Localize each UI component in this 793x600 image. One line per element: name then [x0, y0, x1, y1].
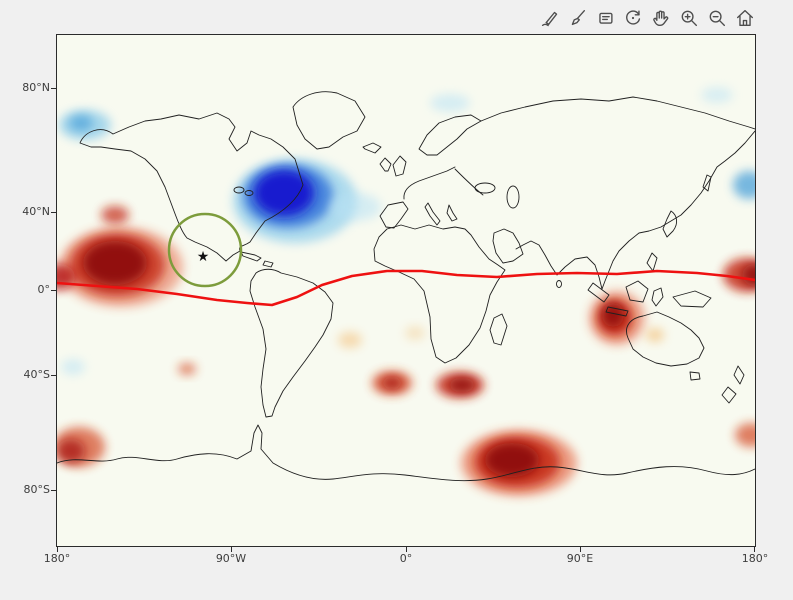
x-tick-mark	[231, 547, 232, 552]
map-plot-area[interactable]: ★	[56, 34, 756, 547]
brush-button[interactable]	[565, 6, 589, 30]
export-button[interactable]	[537, 6, 561, 30]
axes-toolbar	[537, 6, 757, 30]
zoom-out-button[interactable]	[705, 6, 729, 30]
y-tick-label: 40°S	[23, 368, 50, 381]
y-tick-mark	[51, 212, 56, 213]
rotate-3d-icon	[626, 10, 641, 25]
pan-button[interactable]	[649, 6, 673, 30]
x-tick-mark	[580, 547, 581, 552]
export-icon	[541, 11, 558, 27]
y-tick-mark	[51, 88, 56, 89]
equator-red-line	[57, 269, 755, 307]
rotate-3d-button[interactable]	[621, 6, 645, 30]
zoom-in-button[interactable]	[677, 6, 701, 30]
world-map: ★	[57, 87, 755, 496]
x-tick-mark	[754, 547, 755, 552]
x-tick-label: 0°	[399, 552, 413, 565]
brush-icon	[571, 9, 586, 26]
x-tick-label: 180°	[43, 552, 71, 565]
zoom-in-icon	[681, 10, 698, 27]
coastlines	[57, 91, 755, 482]
y-tick-label: 40°N	[22, 205, 50, 218]
star-marker: ★	[197, 249, 210, 265]
home-icon	[736, 9, 754, 27]
y-tick-label: 0°	[37, 283, 51, 296]
x-tick-mark	[57, 547, 58, 552]
zoom-out-icon	[709, 10, 726, 27]
x-tick-mark	[406, 547, 407, 552]
y-tick-label: 80°N	[22, 81, 50, 94]
pan-hand-icon	[653, 10, 669, 27]
y-tick-mark	[51, 290, 56, 291]
y-tick-label: 80°S	[23, 483, 50, 496]
data-tips-button[interactable]	[593, 6, 617, 30]
restore-view-button[interactable]	[733, 6, 757, 30]
x-tick-label: 90°W	[215, 552, 247, 565]
y-tick-mark	[51, 490, 56, 491]
y-tick-mark	[51, 375, 56, 376]
correlation-blobs	[57, 87, 755, 496]
x-tick-label: 90°E	[566, 552, 594, 565]
data-tips-icon	[599, 12, 613, 24]
highlight-circle	[167, 212, 243, 288]
x-tick-label: 180°	[741, 552, 769, 565]
